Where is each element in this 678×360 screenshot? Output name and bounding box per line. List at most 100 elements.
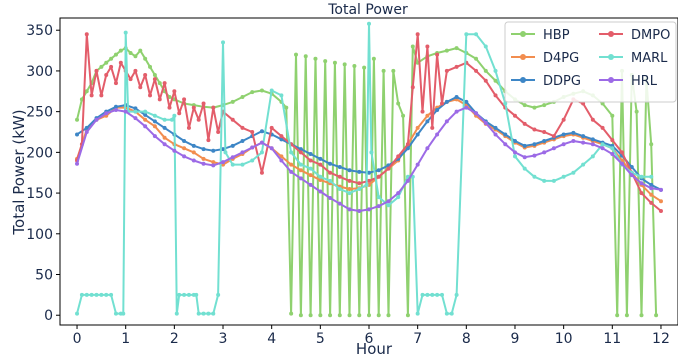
data-point-hrl — [571, 138, 576, 143]
data-point-dmpo — [133, 68, 138, 73]
data-point-hbp — [367, 313, 371, 318]
data-point-ddpg — [464, 99, 469, 104]
data-point-marl — [439, 292, 444, 297]
x-tick-label: 5 — [316, 331, 325, 347]
data-point-marl — [483, 44, 488, 49]
data-point-marl — [174, 311, 179, 316]
x-tick-label: 8 — [462, 331, 471, 347]
data-point-dmpo — [191, 105, 196, 110]
data-point-dmpo — [439, 101, 444, 106]
data-point-dmpo — [590, 117, 595, 122]
data-point-ddpg — [532, 142, 537, 147]
data-point-marl — [512, 154, 517, 159]
data-point-d4pg — [298, 168, 303, 173]
x-tick-label: 3 — [219, 331, 228, 347]
data-point-dmpo — [269, 125, 274, 130]
data-point-marl — [196, 311, 201, 316]
data-point-marl — [223, 150, 228, 155]
legend-marker-d4pg — [520, 54, 526, 60]
data-point-ddpg — [182, 138, 187, 143]
data-point-hrl — [551, 146, 556, 151]
data-point-marl — [113, 311, 118, 316]
data-point-dmpo — [196, 117, 201, 122]
data-point-hrl — [542, 150, 547, 155]
data-point-ddpg — [84, 125, 89, 130]
data-point-d4pg — [152, 124, 157, 129]
data-point-hbp — [289, 311, 294, 316]
data-point-marl — [396, 195, 401, 200]
data-point-hbp — [532, 105, 537, 110]
data-point-hbp — [323, 59, 328, 64]
data-point-hrl — [162, 142, 167, 147]
data-point-hrl — [444, 119, 449, 124]
data-point-marl — [206, 311, 211, 316]
data-point-dmpo — [357, 181, 362, 186]
data-point-dmpo — [104, 73, 109, 78]
data-point-d4pg — [201, 156, 206, 161]
data-point-hrl — [201, 161, 206, 166]
data-point-hbp — [240, 94, 245, 99]
data-point-hrl — [454, 109, 459, 114]
data-point-dmpo — [230, 117, 235, 122]
legend: HBP D4PG DDPG DMPO MARL HRL — [504, 21, 677, 103]
data-point-dmpo — [240, 125, 245, 130]
data-point-hrl — [493, 132, 498, 137]
data-point-dmpo — [532, 127, 537, 132]
data-point-hbp — [99, 64, 104, 69]
data-point-hrl — [240, 150, 245, 155]
data-point-marl — [230, 162, 235, 167]
legend-label-hbp: HBP — [543, 28, 570, 43]
data-point-hbp — [474, 56, 479, 61]
data-point-dmpo — [177, 111, 182, 116]
data-point-marl — [221, 40, 226, 45]
y-tick-label: 250 — [26, 105, 53, 121]
data-point-marl — [590, 154, 595, 159]
data-point-hbp — [259, 88, 264, 93]
data-point-marl — [420, 292, 425, 297]
data-point-hrl — [357, 208, 362, 213]
data-point-marl — [542, 178, 547, 183]
data-point-hbp — [649, 142, 654, 147]
data-point-d4pg — [649, 192, 654, 197]
data-point-dmpo — [542, 130, 547, 135]
data-point-dmpo — [337, 174, 342, 179]
data-point-dmpo — [347, 178, 352, 183]
data-point-dmpo — [639, 191, 644, 196]
data-point-dmpo — [94, 68, 99, 73]
data-point-marl — [430, 292, 435, 297]
data-point-dmpo — [620, 150, 625, 155]
data-point-ddpg — [240, 138, 245, 143]
data-point-ddpg — [318, 156, 323, 161]
data-point-marl — [152, 113, 157, 118]
data-point-dmpo — [143, 73, 148, 78]
data-point-hrl — [629, 173, 634, 178]
data-point-hrl — [289, 169, 294, 174]
data-point-hrl — [259, 140, 264, 145]
data-point-marl — [610, 146, 615, 151]
data-point-dmpo — [425, 44, 430, 49]
data-point-hrl — [581, 140, 586, 145]
data-point-dmpo — [84, 32, 89, 37]
data-point-marl — [240, 162, 245, 167]
data-point-marl — [649, 174, 654, 179]
data-point-ddpg — [191, 143, 196, 148]
data-point-hrl — [318, 189, 323, 194]
data-point-hrl — [415, 162, 420, 167]
data-point-marl — [639, 174, 644, 179]
data-point-d4pg — [415, 125, 420, 130]
data-point-hbp — [109, 56, 114, 61]
data-point-ddpg — [143, 112, 148, 117]
data-point-hrl — [367, 207, 371, 212]
data-point-marl — [444, 311, 449, 316]
data-point-ddpg — [571, 130, 576, 135]
data-point-marl — [337, 187, 342, 192]
data-point-marl — [328, 178, 333, 183]
data-point-dmpo — [118, 60, 123, 65]
data-point-d4pg — [347, 187, 352, 192]
data-point-hbp — [654, 313, 659, 318]
data-point-hrl — [230, 155, 235, 160]
data-point-marl — [318, 174, 323, 179]
data-point-hbp — [104, 60, 109, 65]
data-point-hbp — [143, 56, 148, 61]
